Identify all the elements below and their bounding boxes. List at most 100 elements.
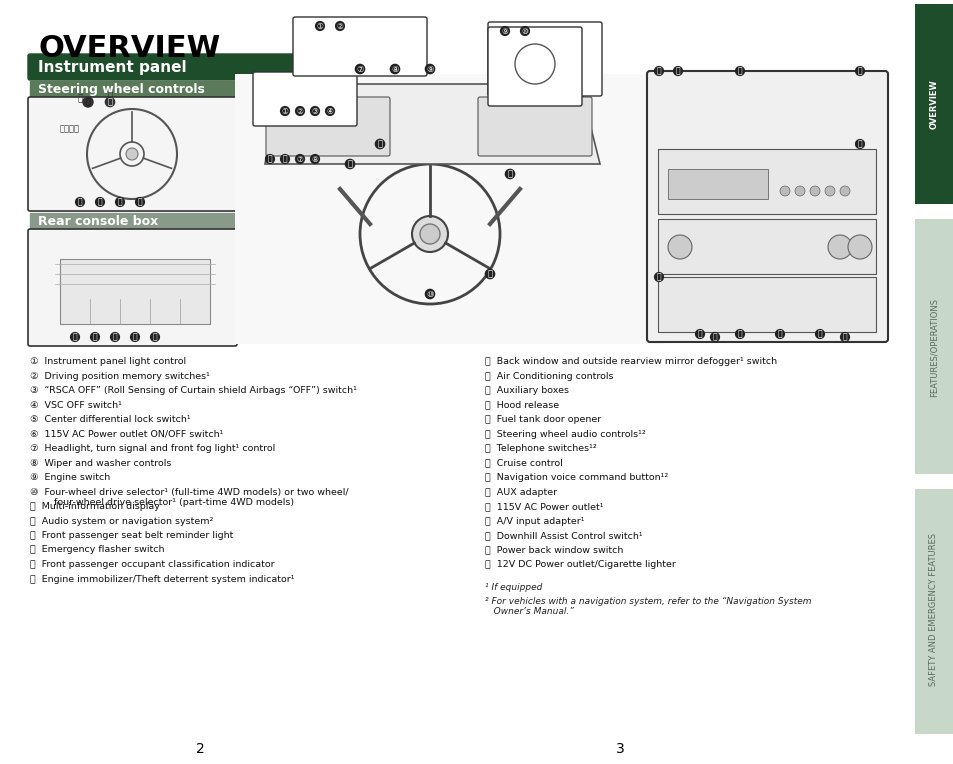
Text: ⑵  Steering wheel audio controls¹²: ⑵ Steering wheel audio controls¹² bbox=[484, 429, 645, 439]
Circle shape bbox=[840, 186, 849, 196]
Text: ⑭: ⑭ bbox=[507, 170, 512, 179]
Text: ⑭  Emergency flasher switch: ⑭ Emergency flasher switch bbox=[30, 545, 164, 555]
FancyBboxPatch shape bbox=[488, 22, 601, 96]
Bar bbox=[667, 169, 767, 199]
Text: ⑵: ⑵ bbox=[86, 98, 91, 106]
Text: ⑬: ⑬ bbox=[675, 66, 679, 76]
Bar bbox=[914, 219, 953, 474]
Text: ⑰  Back window and outside rearview mirror defogger¹ switch: ⑰ Back window and outside rearview mirro… bbox=[484, 357, 777, 366]
Text: Instrument panel: Instrument panel bbox=[38, 60, 187, 75]
Text: ⑫: ⑫ bbox=[656, 66, 660, 76]
Text: ⑶  Telephone switches¹²: ⑶ Telephone switches¹² bbox=[484, 444, 597, 453]
Circle shape bbox=[419, 224, 439, 244]
Text: ④: ④ bbox=[326, 106, 334, 115]
Text: ④  VSC OFF switch¹: ④ VSC OFF switch¹ bbox=[30, 400, 122, 410]
Text: ⑩  Four-wheel drive selector¹ (full-time 4WD models) or two wheel/
        four-: ⑩ Four-wheel drive selector¹ (full-time … bbox=[30, 487, 348, 507]
Text: ⑾  12V DC Power outlet/Cigarette lighter: ⑾ 12V DC Power outlet/Cigarette lighter bbox=[484, 560, 675, 569]
Text: ⑸: ⑸ bbox=[137, 198, 142, 206]
Text: ⑦  Headlight, turn signal and front fog light¹ control: ⑦ Headlight, turn signal and front fog l… bbox=[30, 444, 275, 453]
Text: ⑴: ⑴ bbox=[817, 329, 821, 338]
Text: ⑱: ⑱ bbox=[656, 273, 660, 281]
Polygon shape bbox=[265, 84, 599, 164]
Text: ①: ① bbox=[281, 106, 288, 115]
Text: ⑧  Wiper and washer controls: ⑧ Wiper and washer controls bbox=[30, 458, 172, 468]
Text: ⑲: ⑲ bbox=[737, 329, 741, 338]
FancyBboxPatch shape bbox=[488, 27, 581, 106]
Text: ⑷: ⑷ bbox=[117, 198, 122, 206]
Text: ⑽  Power back window switch: ⑽ Power back window switch bbox=[484, 545, 622, 555]
Text: ⑺: ⑺ bbox=[152, 332, 157, 342]
Circle shape bbox=[667, 235, 691, 259]
Text: ⑮: ⑮ bbox=[282, 154, 287, 163]
Text: ⑯  Engine immobilizer/Theft deterrent system indicator¹: ⑯ Engine immobilizer/Theft deterrent sys… bbox=[30, 575, 294, 584]
Text: 3: 3 bbox=[615, 742, 623, 756]
Text: Steering wheel controls: Steering wheel controls bbox=[38, 83, 205, 96]
Bar bbox=[30, 213, 234, 229]
Text: ⑤  Center differential lock switch¹: ⑤ Center differential lock switch¹ bbox=[30, 415, 191, 424]
FancyBboxPatch shape bbox=[28, 97, 236, 211]
Text: ⑷  Cruise control: ⑷ Cruise control bbox=[484, 458, 562, 468]
Bar bbox=[658, 277, 875, 332]
Text: Rear console box: Rear console box bbox=[38, 215, 158, 228]
Circle shape bbox=[794, 186, 804, 196]
Text: ②: ② bbox=[296, 106, 303, 115]
Text: ②  Driving position memory switches¹: ② Driving position memory switches¹ bbox=[30, 371, 210, 380]
FancyBboxPatch shape bbox=[646, 71, 887, 342]
Text: ⑧: ⑧ bbox=[391, 64, 398, 73]
FancyBboxPatch shape bbox=[477, 97, 592, 156]
Circle shape bbox=[412, 216, 448, 252]
Text: ⑵⑶⑷⑸: ⑵⑶⑷⑸ bbox=[60, 125, 80, 134]
FancyBboxPatch shape bbox=[28, 54, 372, 80]
Text: ⑭: ⑭ bbox=[268, 154, 272, 163]
Text: ⑦: ⑦ bbox=[296, 154, 303, 163]
Text: ⑶: ⑶ bbox=[108, 98, 112, 106]
Text: ⑪: ⑪ bbox=[377, 140, 382, 148]
Text: ⑱: ⑱ bbox=[697, 329, 701, 338]
Text: ⑫: ⑫ bbox=[347, 160, 352, 169]
Circle shape bbox=[780, 186, 789, 196]
Bar bbox=[658, 219, 875, 274]
Circle shape bbox=[847, 235, 871, 259]
Text: ⑫  Audio system or navigation system²: ⑫ Audio system or navigation system² bbox=[30, 516, 213, 526]
Circle shape bbox=[809, 186, 820, 196]
FancyBboxPatch shape bbox=[234, 74, 664, 344]
Text: ⑻: ⑻ bbox=[132, 332, 137, 342]
Bar bbox=[914, 4, 953, 204]
Bar bbox=[60, 259, 210, 324]
Text: ⑶: ⑶ bbox=[77, 95, 83, 103]
Text: ⑩: ⑩ bbox=[521, 27, 528, 35]
Text: ⑨: ⑨ bbox=[501, 27, 508, 35]
Text: ⑰: ⑰ bbox=[857, 140, 862, 148]
Text: ⑱  Air Conditioning controls: ⑱ Air Conditioning controls bbox=[484, 371, 613, 380]
Text: ⑥  115V AC Power outlet ON/OFF switch¹: ⑥ 115V AC Power outlet ON/OFF switch¹ bbox=[30, 429, 223, 439]
Text: ⑨: ⑨ bbox=[426, 64, 434, 73]
Text: ⑼  Downhill Assist Control switch¹: ⑼ Downhill Assist Control switch¹ bbox=[484, 531, 642, 540]
Text: ⑳: ⑳ bbox=[841, 332, 846, 342]
Text: ⑲: ⑲ bbox=[712, 332, 717, 342]
Text: ⑲  Auxiliary boxes: ⑲ Auxiliary boxes bbox=[484, 386, 568, 395]
Text: ⑼: ⑼ bbox=[112, 332, 117, 342]
Text: ②: ② bbox=[336, 21, 343, 31]
Text: FEATURES/OPERATIONS: FEATURES/OPERATIONS bbox=[928, 297, 938, 397]
Bar bbox=[914, 489, 953, 734]
Text: SAFETY AND EMERGENCY FEATURES: SAFETY AND EMERGENCY FEATURES bbox=[928, 533, 938, 685]
Text: ⑴  Fuel tank door opener: ⑴ Fuel tank door opener bbox=[484, 415, 600, 424]
Text: ⑯: ⑯ bbox=[737, 66, 741, 76]
Circle shape bbox=[824, 186, 834, 196]
Text: ⑺  115V AC Power outlet¹: ⑺ 115V AC Power outlet¹ bbox=[484, 502, 603, 511]
FancyBboxPatch shape bbox=[293, 17, 427, 76]
Text: ⑮: ⑮ bbox=[857, 66, 862, 76]
FancyBboxPatch shape bbox=[266, 97, 390, 156]
Text: ⑵: ⑵ bbox=[77, 198, 82, 206]
Text: OVERVIEW: OVERVIEW bbox=[38, 34, 220, 63]
Text: ⑬  Front passenger seat belt reminder light: ⑬ Front passenger seat belt reminder lig… bbox=[30, 531, 233, 540]
Text: ①: ① bbox=[316, 21, 323, 31]
Circle shape bbox=[827, 235, 851, 259]
Text: ①  Instrument panel light control: ① Instrument panel light control bbox=[30, 357, 186, 366]
Text: ③: ③ bbox=[312, 106, 318, 115]
Text: ⑵: ⑵ bbox=[107, 92, 112, 102]
Text: ③  “RSCA OFF” (Roll Sensing of Curtain shield Airbags “OFF”) switch¹: ③ “RSCA OFF” (Roll Sensing of Curtain sh… bbox=[30, 386, 356, 395]
Text: ⑳  Hood release: ⑳ Hood release bbox=[484, 400, 558, 410]
Text: ⑻  A/V input adapter¹: ⑻ A/V input adapter¹ bbox=[484, 516, 584, 526]
Text: ⑽: ⑽ bbox=[92, 332, 97, 342]
